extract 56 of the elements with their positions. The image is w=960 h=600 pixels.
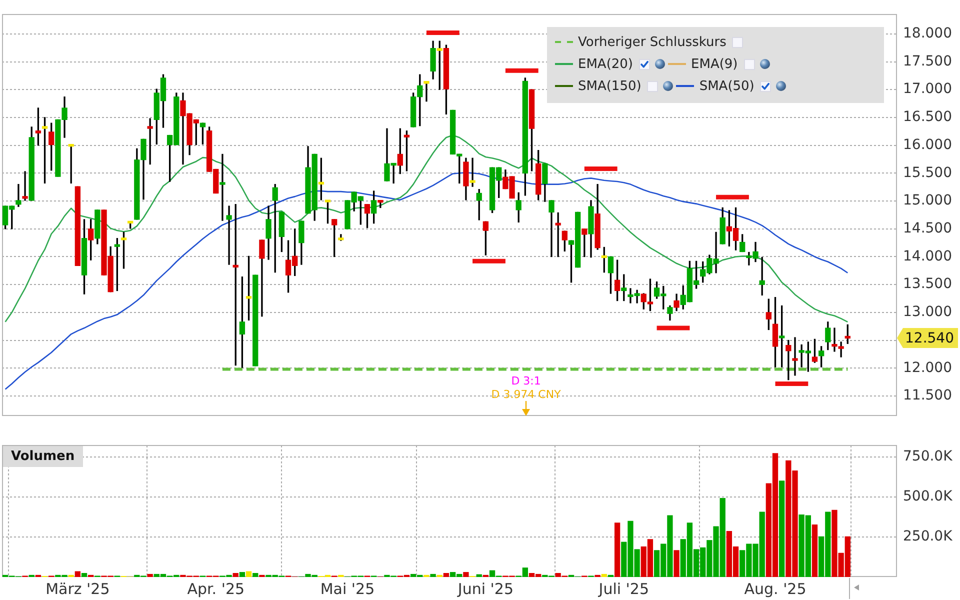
bar	[614, 522, 620, 577]
x-tick-label: März '25	[46, 580, 110, 598]
chart-title: Volumen	[3, 446, 83, 468]
y-tick-label: 17.500	[903, 53, 952, 70]
bar	[443, 572, 450, 577]
candlestick	[424, 81, 430, 102]
legend-label: SMA(50)	[699, 78, 754, 94]
legend-label: EMA(20)	[578, 56, 634, 72]
candlestick	[22, 171, 28, 201]
candlestick	[792, 337, 798, 376]
y-tick-label: 750.0K	[903, 448, 954, 465]
bar	[601, 574, 607, 577]
y-tick-label: 18.000	[903, 26, 952, 42]
candlestick	[548, 200, 554, 258]
candlestick	[220, 154, 226, 221]
bar	[239, 572, 246, 577]
y-tick-label: 11.500	[903, 388, 952, 404]
x-tick-label: Juni '25	[456, 580, 514, 598]
bar	[779, 480, 785, 577]
bar	[74, 571, 81, 577]
y-tick-label: 16.000	[903, 136, 952, 153]
y-tick-label: 14.500	[903, 220, 952, 237]
legend-label: Vorheriger Schlusskurs	[578, 34, 726, 50]
bar	[81, 572, 88, 577]
candlestick	[16, 184, 22, 207]
annotation: D 3.974 CNY	[491, 388, 562, 401]
bar	[232, 572, 238, 577]
annotation: D 3:1	[511, 374, 541, 388]
text: 12.540	[905, 330, 954, 347]
y-tick-label: 16.500	[903, 109, 952, 126]
x-tick-label: Aug. '25	[744, 580, 806, 598]
y-tick-label: 13.000	[903, 304, 952, 320]
x-tick-label: Apr. '25	[187, 580, 245, 598]
y-tick-label: 12.000	[903, 360, 952, 376]
bar	[430, 574, 436, 577]
bar	[246, 571, 252, 577]
x-tick-label: Mai '25	[320, 580, 375, 598]
y-tick-label: 15.000	[903, 192, 952, 209]
y-tick-label: 13.500	[903, 276, 952, 292]
y-tick-label: 500.0K	[903, 488, 954, 505]
candlestick	[147, 118, 153, 165]
y-tick-label: 15.500	[903, 164, 952, 181]
bar	[147, 574, 153, 577]
bar	[812, 524, 818, 577]
y-tick-label: 14.000	[903, 248, 952, 264]
y-tick-label: 17.000	[903, 81, 952, 98]
legend-label: EMA(9)	[691, 56, 738, 72]
candlestick	[259, 240, 265, 317]
bar	[252, 572, 258, 577]
bar	[674, 550, 680, 577]
candlestick	[226, 206, 232, 265]
y-tick-label: 250.0K	[903, 528, 954, 545]
legend-label: SMA(150)	[578, 78, 642, 94]
candlestick	[470, 158, 476, 187]
x-tick-label: Juli '25	[598, 580, 650, 598]
bar	[463, 572, 469, 577]
